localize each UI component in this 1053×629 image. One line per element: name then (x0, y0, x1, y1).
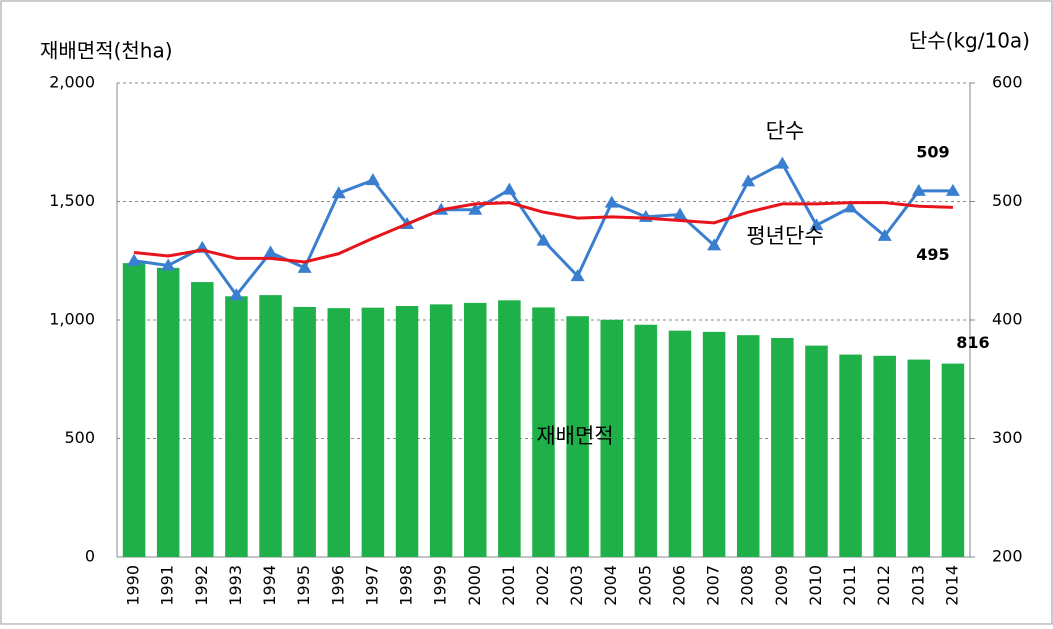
x-tick-label: 1997 (362, 565, 381, 606)
y-tick-label: 1,500 (49, 191, 95, 210)
marker (468, 202, 483, 215)
series-name: 평년단수 (746, 224, 823, 248)
x-tick-label: 2001 (499, 565, 518, 606)
bar (327, 308, 351, 557)
x-tick-label: 2014 (942, 565, 961, 606)
marker (775, 156, 790, 169)
x-tick-label: 1994 (260, 565, 279, 606)
marker (741, 174, 756, 187)
x-tick-label: 1998 (397, 565, 416, 606)
marker (672, 207, 687, 220)
bar (736, 335, 760, 557)
bar (634, 324, 658, 557)
line (133, 201, 953, 264)
marker (536, 233, 551, 246)
data-label: 509 (916, 142, 949, 161)
y2-tick-label: 500 (992, 191, 1023, 210)
y-tick-label: 2,000 (49, 73, 95, 92)
marker (843, 200, 858, 213)
bar (668, 330, 692, 557)
bar (839, 354, 862, 557)
bar (532, 307, 555, 557)
bar (702, 331, 726, 557)
marker (911, 183, 926, 196)
data-label: 816 (956, 333, 989, 352)
bar (259, 295, 282, 557)
x-tick-label: 2005 (635, 565, 654, 606)
marker (229, 288, 244, 301)
series-name: 재배면적 (536, 424, 613, 448)
y-tick-label: 500 (64, 428, 95, 447)
x-tick-label: 2012 (874, 565, 893, 606)
x-tick-label: 2010 (806, 565, 825, 606)
x-tick-label: 1993 (226, 565, 245, 606)
y-axis-title: 재배면적(천ha) (40, 39, 173, 63)
x-tick-label: 2004 (601, 565, 620, 606)
bar (907, 359, 931, 557)
x-tick-label: 1999 (431, 565, 450, 606)
bar (156, 267, 180, 557)
x-tick-label: 1990 (124, 565, 143, 606)
bar (600, 319, 623, 557)
y-tick-label: 1,000 (49, 310, 95, 329)
marker (877, 228, 892, 241)
x-tick-label: 1991 (158, 565, 177, 606)
bar (361, 307, 385, 557)
x-tick-label: 2006 (669, 565, 688, 606)
bar (498, 300, 521, 557)
marker (809, 218, 824, 231)
x-tick-label: 2007 (704, 565, 723, 606)
x-tick-label: 2008 (738, 565, 757, 606)
bar (429, 304, 453, 557)
marker (365, 173, 380, 186)
y2-axis-title: 단수(kg/10a) (909, 29, 1030, 53)
bar (566, 316, 589, 557)
x-tick-label: 1995 (294, 565, 313, 606)
marker (604, 195, 619, 208)
bar (122, 263, 146, 557)
y-tick-label: 0 (85, 547, 95, 566)
marker (127, 253, 142, 266)
data-label: 495 (916, 245, 949, 264)
y2-tick-label: 200 (992, 547, 1023, 566)
marker (297, 260, 312, 273)
x-tick-label: 2013 (908, 565, 927, 606)
bar (225, 296, 248, 557)
x-tick-label: 2009 (772, 565, 791, 606)
marker (502, 182, 517, 195)
x-tick-label: 2003 (567, 565, 586, 606)
y2-tick-label: 300 (992, 428, 1023, 447)
bar (941, 363, 965, 557)
x-tick-label: 1996 (328, 565, 347, 606)
x-tick-label: 2011 (840, 565, 859, 606)
marker (945, 183, 960, 196)
bar (873, 355, 896, 557)
marker (263, 245, 278, 258)
bar (395, 306, 419, 557)
bar (464, 302, 487, 557)
bar (191, 282, 214, 557)
bar (771, 338, 794, 557)
marker (707, 238, 722, 251)
x-tick-label: 2000 (465, 565, 484, 606)
x-tick-label: 1992 (192, 565, 211, 606)
bar (805, 345, 828, 557)
series-name: 단수 (766, 119, 805, 143)
y2-tick-label: 400 (992, 310, 1023, 329)
marker (161, 258, 176, 271)
x-tick-label: 2002 (533, 565, 552, 606)
marker (570, 269, 585, 282)
marker (331, 186, 346, 199)
y2-tick-label: 600 (992, 73, 1023, 92)
bar (293, 306, 316, 557)
